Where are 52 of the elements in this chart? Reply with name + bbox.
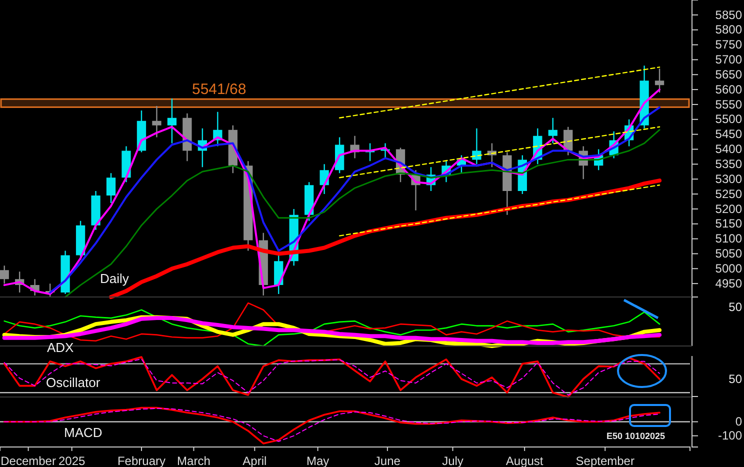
text: 50: [728, 372, 742, 386]
x-tick-label: July: [442, 454, 464, 467]
annotation: E50 10102025: [606, 431, 665, 441]
y-tick-label: 5400: [715, 142, 742, 156]
band-label: 5541/68: [192, 81, 246, 98]
x-tick-label: 2025: [58, 454, 86, 467]
y-tick-label: -100: [718, 428, 742, 443]
y-tick-label: 5650: [715, 67, 742, 82]
text: MACD: [64, 425, 102, 440]
x-tick-label: April: [242, 454, 267, 467]
candlestick: [91, 191, 100, 230]
candlestick: [654, 68, 664, 93]
y-tick-label: 5000: [715, 261, 742, 276]
candlestick: [304, 182, 314, 221]
y-tick-label: 0: [735, 414, 742, 429]
text: 50: [728, 300, 742, 314]
x-tick-label: August: [506, 454, 544, 467]
y-tick-label: 5250: [715, 186, 742, 201]
x-tick-label: March: [177, 454, 210, 467]
y-tick-label: 5500: [715, 112, 742, 126]
y-tick-label: 5600: [715, 82, 742, 96]
y-tick-label: 4950: [715, 276, 742, 290]
candlestick: [472, 128, 482, 164]
y-tick-label: 5450: [715, 127, 742, 142]
line-series: [49, 106, 661, 294]
x-tick-label: June: [374, 454, 401, 467]
candlestick: [106, 173, 116, 203]
candlestick: [182, 113, 192, 162]
line-series: [64, 129, 660, 298]
x-tick-label: February: [117, 454, 166, 467]
y-tick-label: 5100: [715, 232, 742, 246]
y-tick-label: 5750: [715, 38, 742, 52]
y-tick-label: 5550: [715, 97, 742, 112]
y-tick-label: 5150: [715, 216, 742, 231]
candlestick: [167, 98, 177, 144]
candlestick: [0, 266, 9, 284]
text: ADX: [47, 340, 74, 355]
y-tick-label: 5300: [715, 172, 742, 186]
x-tick-label: December: [0, 454, 56, 467]
x-tick-label: May: [306, 454, 330, 467]
x-tick-label: September: [576, 454, 634, 467]
y-tick-label: 5350: [715, 157, 742, 172]
y-tick-label: 5850: [715, 8, 742, 22]
candlestick: [548, 118, 558, 144]
candlestick: [60, 250, 70, 294]
y-tick-label: 5200: [715, 202, 742, 216]
y-tick-label: 5700: [715, 52, 742, 67]
candlestick: [152, 106, 162, 138]
text: Oscillator: [46, 375, 101, 390]
text: Daily: [100, 271, 130, 286]
y-tick-label: 5800: [715, 22, 742, 37]
y-tick-label: 5050: [715, 246, 742, 261]
